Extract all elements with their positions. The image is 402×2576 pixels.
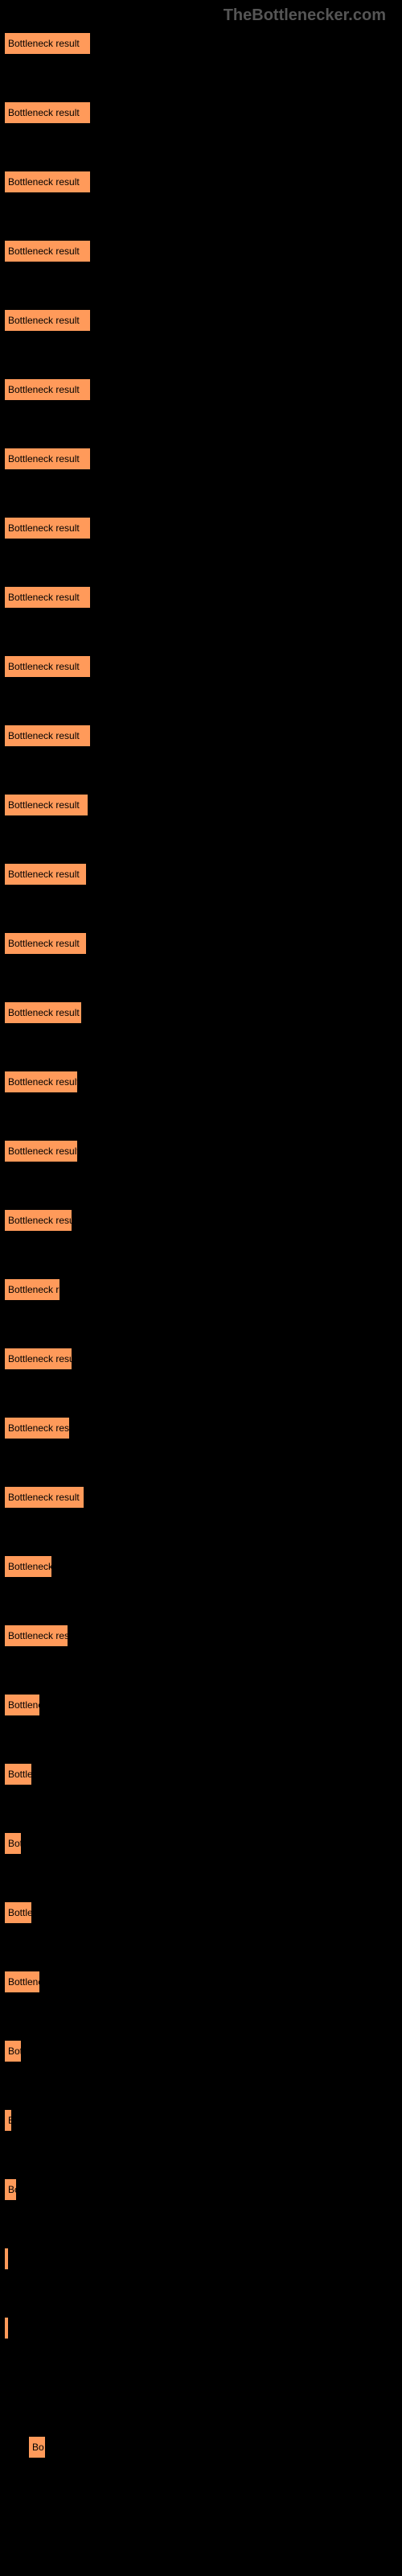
bar-row: Bottleneck result [4,517,402,539]
bar-row: Bottleneck [4,1555,402,1578]
bar-row: Bottleneck result [4,378,402,401]
chart-bar: Bottleneck result [4,1001,82,1024]
bar-row: Bottleneck result [4,32,402,55]
bar-row: Bottle [4,1763,402,1785]
bar-row: Bottleneck result [4,240,402,262]
bar-row: Bottleneck result [4,655,402,678]
bar-row: Bot [4,2040,402,2062]
chart-bar: Bottle [4,1763,32,1785]
bar-row: Bottle [4,1901,402,1924]
chart-bar: Bottleneck res [4,1417,70,1439]
chart-bar: B [4,2109,12,2132]
chart-bar: Bot [4,1832,22,1855]
chart-bar: Bottleneck result [4,932,87,955]
chart-bar: Bottleneck resu [4,1209,72,1232]
chart-bar [4,2248,9,2270]
bar-chart: Bottleneck result Bottleneck result Bottle… [0,0,402,2458]
chart-bar: Bottleneck result [4,240,91,262]
chart-bar: Bottleneck result [4,309,91,332]
bar-row: Bottleneck result [4,932,402,955]
bar-row: Bottleneck resu [4,1209,402,1232]
chart-bar: Bottleneck result [4,171,91,193]
bar-row: Bo [4,2178,402,2201]
bar-row: Bot [4,1832,402,1855]
chart-bar: Bottlene [4,1971,40,1993]
chart-bar: Bottleneck resu [4,1348,72,1370]
chart-bar: Bottleneck result [4,794,88,816]
bar-row: Bottleneck res [4,1417,402,1439]
chart-bar: Bottleneck result [4,1071,78,1093]
bar-row: B [4,2109,402,2132]
bar-row: Bottleneck result [4,863,402,886]
chart-bar: Bottle [4,1901,32,1924]
chart-bar: Bottlene [4,1694,40,1716]
bar-row [4,2248,402,2270]
bar-row: Bottleneck result [4,1001,402,1024]
chart-bar: Bottleneck result [4,101,91,124]
chart-bar: Bottleneck result [4,863,87,886]
chart-bar: Bo [4,2178,17,2201]
bar-row: Bottleneck result [4,1486,402,1509]
chart-bar: Bottleneck result [4,586,91,609]
bar-row: Bottleneck result [4,448,402,470]
bar-row: Bottleneck res [4,1624,402,1647]
bar-row: Bottleneck result [4,1071,402,1093]
bar-row: Bottleneck result [4,794,402,816]
chart-bar: Bottleneck result [4,448,91,470]
bar-row: Bottlene [4,1971,402,1993]
chart-bar: Bo [28,2436,46,2458]
bar-row: Bottleneck result [4,1140,402,1162]
chart-bar: Bottleneck result [4,378,91,401]
bar-row: Bottleneck resu [4,1348,402,1370]
bar-row: Bottlene [4,1694,402,1716]
bar-row: Bottleneck r [4,1278,402,1301]
chart-bar: Bottleneck res [4,1624,68,1647]
bar-row: Bottleneck result [4,309,402,332]
bar-row: Bottleneck result [4,724,402,747]
bar-row: Bottleneck result [4,101,402,124]
bar-row: Bottleneck result [4,171,402,193]
chart-bar: Bot [4,2040,22,2062]
bar-row [4,2317,402,2339]
chart-bar: Bottleneck [4,1555,52,1578]
watermark-text: TheBottlenecker.com [224,6,386,25]
bar-row-bottom: Bo [28,2436,402,2458]
chart-bar: Bottleneck result [4,724,91,747]
chart-bar: Bottleneck result [4,1486,84,1509]
chart-bar [4,2317,9,2339]
chart-bar: Bottleneck result [4,32,91,55]
chart-bar: Bottleneck result [4,517,91,539]
chart-bar: Bottleneck result [4,655,91,678]
bar-row: Bottleneck result [4,586,402,609]
chart-bar: Bottleneck result [4,1140,78,1162]
chart-bar: Bottleneck r [4,1278,60,1301]
